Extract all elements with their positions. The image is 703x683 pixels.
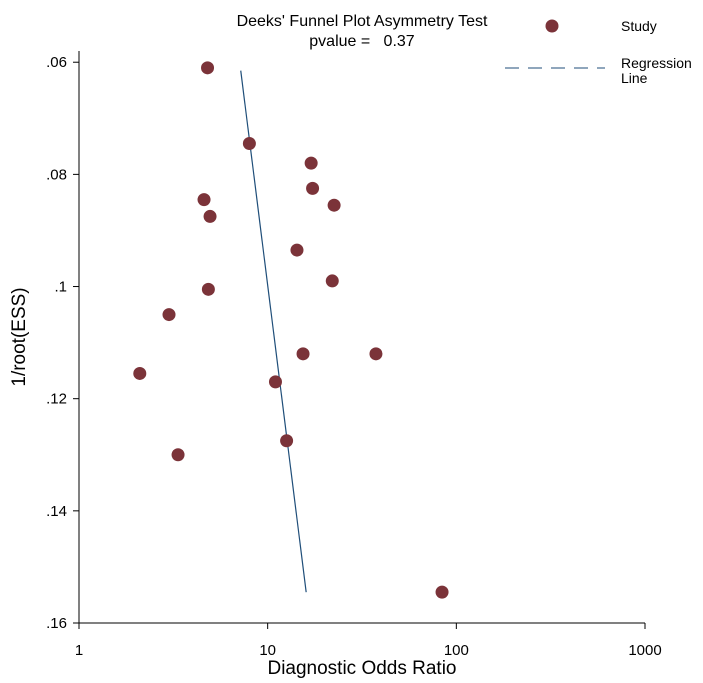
x-tick-label: 1000 [628, 642, 661, 659]
study-point [290, 243, 304, 257]
study-point [296, 347, 310, 361]
chart-subtitle: pvalue = 0.37 [309, 33, 415, 50]
y-tick-label: .14 [46, 503, 67, 520]
study-point [197, 193, 211, 207]
study-point [327, 198, 341, 212]
study-points-layer [133, 61, 449, 599]
y-axis-title: 1/root(ESS) [9, 287, 30, 386]
legend-study-label: Study [621, 18, 657, 34]
study-point [162, 308, 176, 322]
y-tick-label: .06 [46, 54, 67, 71]
study-point [325, 274, 339, 288]
x-axis-ticks: 1 10 100 1000 [75, 623, 662, 659]
study-point [171, 448, 185, 462]
legend: Study Regression Line [505, 18, 692, 86]
study-point [268, 375, 282, 389]
chart-title: Deeks' Funnel Plot Asymmetry Test [237, 13, 488, 30]
regression-line [240, 70, 307, 593]
study-point [435, 585, 449, 599]
y-axis-ticks: .06 .08 .1 .12 .14 .16 [46, 54, 79, 632]
x-tick-label: 10 [259, 642, 276, 659]
study-point [133, 366, 147, 380]
study-point [201, 61, 215, 75]
study-point [203, 209, 217, 223]
x-tick-label: 1 [75, 642, 83, 659]
study-point [242, 137, 256, 151]
study-point [201, 282, 215, 296]
x-tick-label: 100 [444, 642, 469, 659]
x-axis-title: Diagnostic Odds Ratio [267, 658, 456, 679]
study-point [304, 156, 318, 170]
y-tick-label: .16 [46, 615, 67, 632]
study-point [280, 434, 294, 448]
y-tick-label: .08 [46, 166, 67, 183]
study-point [306, 181, 320, 195]
y-tick-label: .1 [54, 279, 67, 296]
legend-regression-label-line2: Line [621, 70, 648, 86]
y-tick-label: .12 [46, 391, 67, 408]
axes [78, 51, 645, 624]
study-point [369, 347, 383, 361]
legend-regression-label-line1: Regression [621, 55, 692, 71]
regression-layer [240, 70, 307, 593]
legend-study-marker [545, 19, 559, 33]
